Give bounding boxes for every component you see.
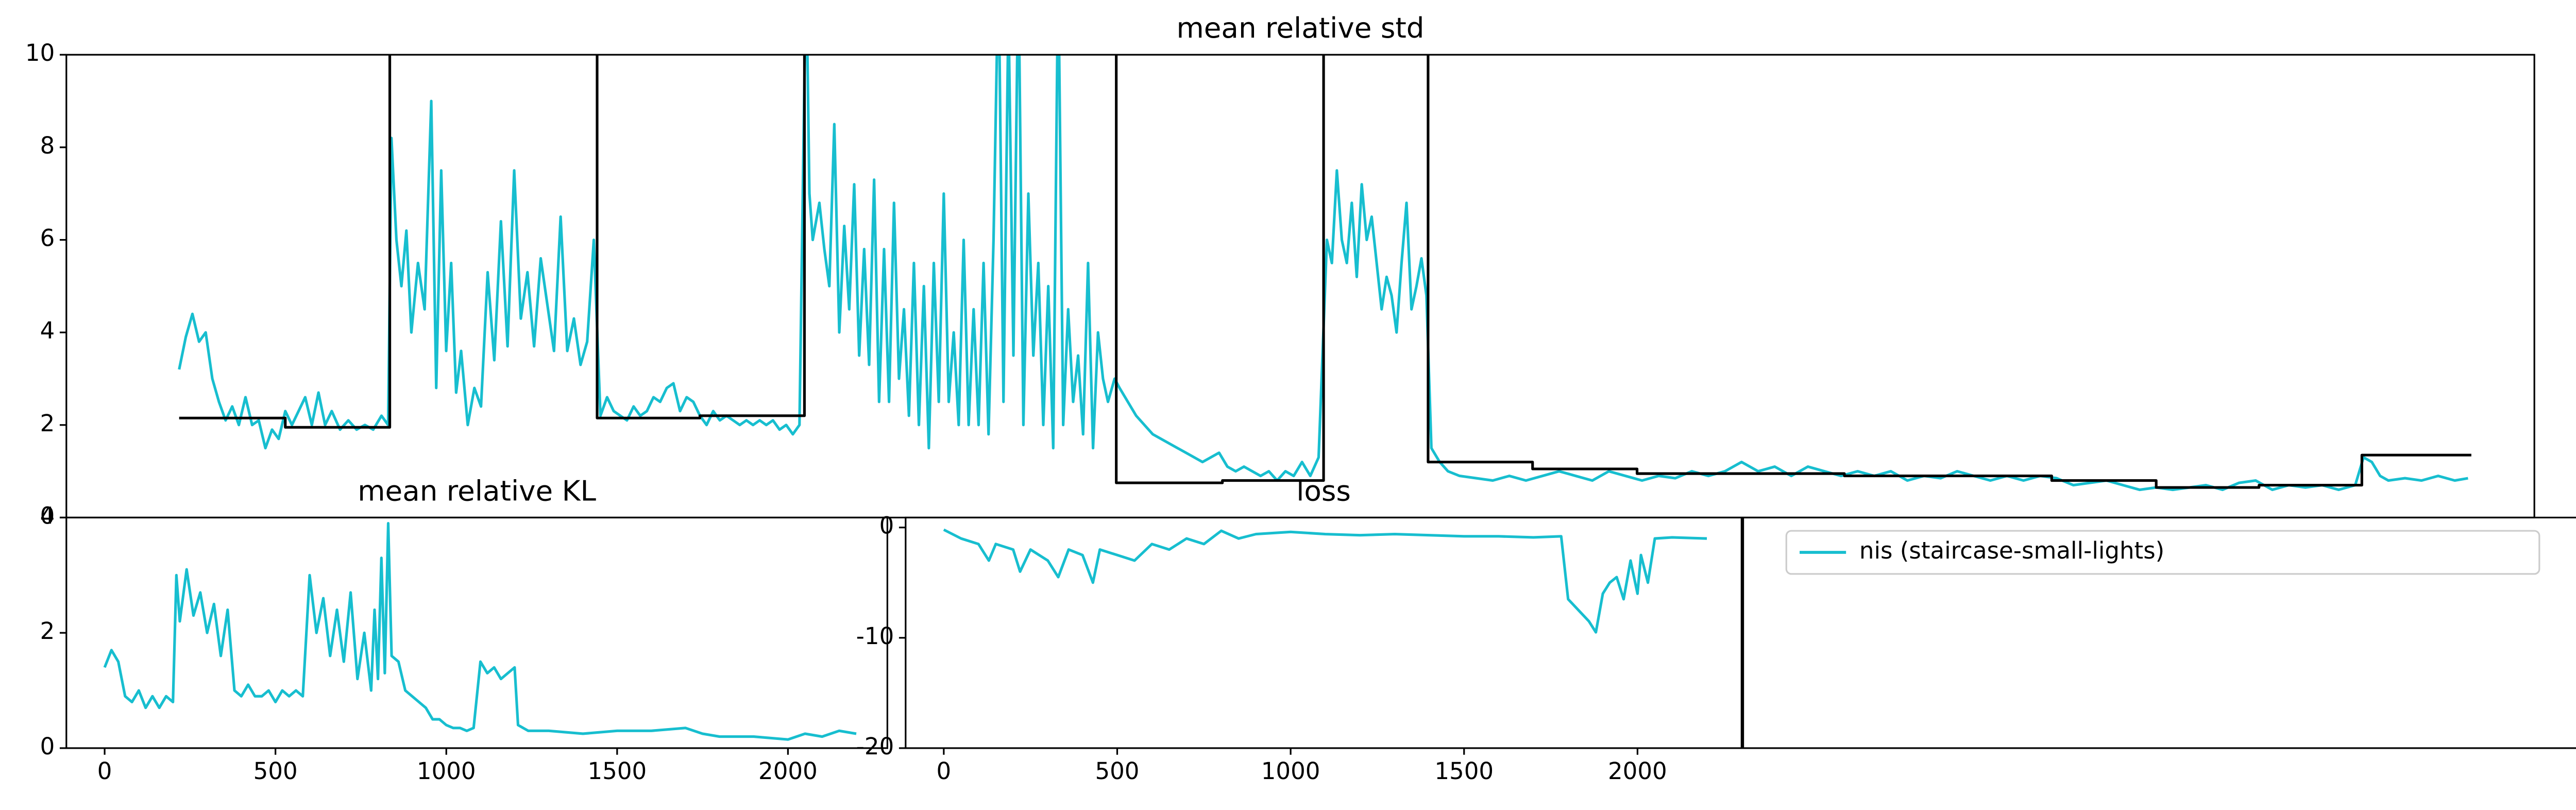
- y-tick-label: 4: [40, 317, 55, 344]
- y-tick-label: 6: [40, 225, 55, 252]
- y-tick-label: 8: [40, 132, 55, 159]
- y-tick-label: -20: [856, 733, 894, 760]
- y-tick-label: 2: [40, 617, 55, 645]
- y-tick-label: -10: [856, 622, 894, 650]
- x-tick-label: 2000: [1608, 757, 1667, 785]
- data-line: [178, 55, 2468, 492]
- x-tick-label: 1500: [587, 757, 647, 785]
- data-line: [943, 528, 1707, 634]
- y-tick-label: 4: [40, 502, 55, 529]
- x-tick-label: 1000: [417, 757, 476, 785]
- y-tick-label: 0: [879, 512, 894, 539]
- y-tick-label: 0: [40, 502, 55, 529]
- chart-title: loss: [1296, 474, 1351, 507]
- x-tick-label: 2000: [758, 757, 818, 785]
- y-tick-label: 2: [40, 410, 55, 437]
- legend-label: nis (staircase-small-lights): [1859, 537, 2164, 564]
- plot-area: [943, 528, 1707, 634]
- data-line: [179, 55, 2471, 489]
- x-tick-label: 0: [97, 757, 112, 785]
- legend-frame: [1785, 530, 2540, 575]
- plot-area: [103, 522, 857, 741]
- x-tick-label: 1000: [1261, 757, 1320, 785]
- plot-area: [178, 55, 2471, 492]
- y-tick-label: 10: [25, 39, 55, 66]
- x-tick-label: 500: [253, 757, 298, 785]
- axes-frame: [905, 516, 1742, 749]
- chart-title: mean relative KL: [358, 474, 596, 507]
- data-line: [103, 522, 857, 741]
- y-tick-label: 0: [40, 733, 55, 760]
- x-tick-label: 500: [1095, 757, 1139, 785]
- x-tick-label: 0: [937, 757, 952, 785]
- axes-frame: [65, 516, 888, 749]
- x-tick-label: 1500: [1434, 757, 1494, 785]
- chart-title: mean relative std: [1176, 11, 1424, 44]
